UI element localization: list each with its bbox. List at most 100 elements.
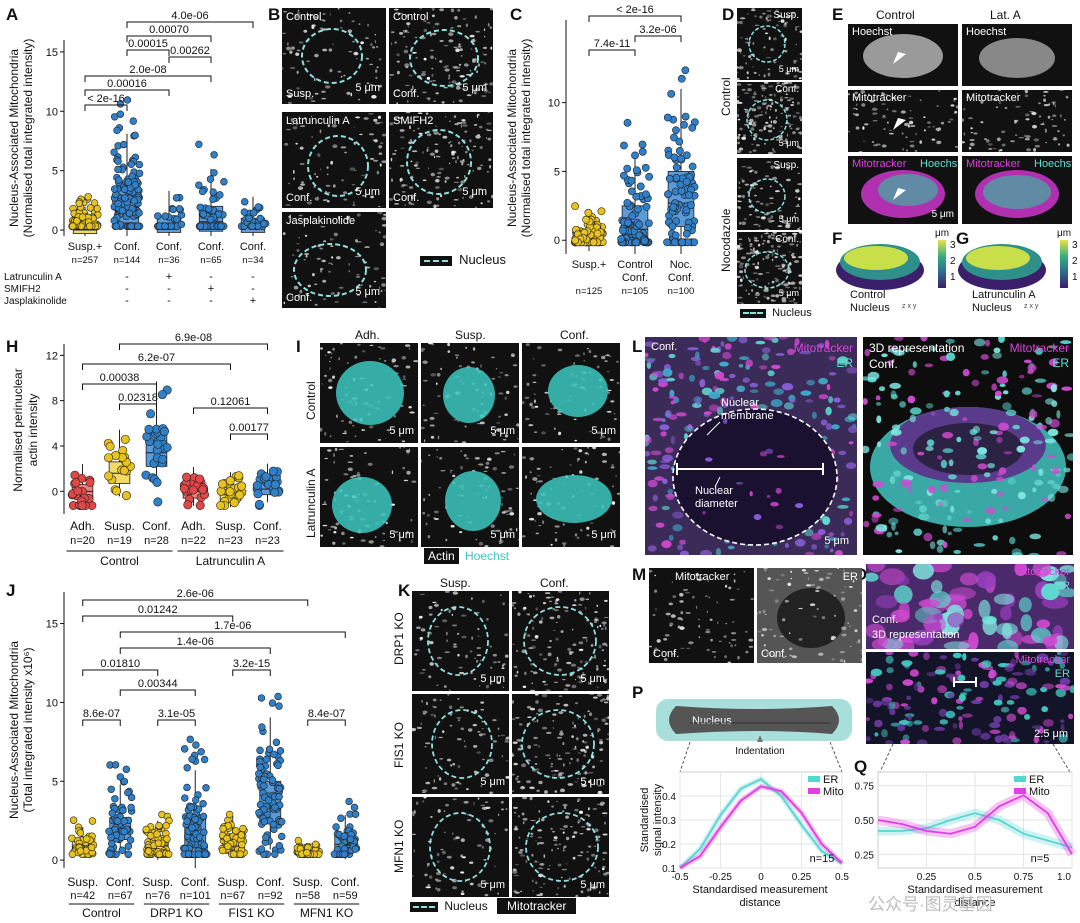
texture-speck <box>766 652 771 655</box>
texture-speck <box>1011 672 1024 676</box>
nucleus-outline <box>282 8 382 104</box>
texture-speck <box>424 746 427 748</box>
scale-bar-label: 5 μm <box>778 214 799 224</box>
texture-speck <box>796 228 801 230</box>
treatment-mark: - <box>251 271 255 283</box>
texture-speck <box>421 700 424 703</box>
texture-speck <box>332 144 338 148</box>
texture-speck <box>855 126 860 130</box>
p-value-label: 0.00262 <box>170 45 210 57</box>
texture-speck <box>512 754 514 757</box>
data-point <box>350 803 359 812</box>
texture-speck <box>355 58 358 60</box>
texture-speck <box>481 728 484 730</box>
texture-speck <box>783 402 794 410</box>
texture-speck <box>334 447 338 452</box>
texture-speck <box>343 473 349 476</box>
texture-speck <box>329 360 331 363</box>
texture-speck <box>890 393 898 400</box>
texture-speck <box>780 573 785 577</box>
texture-speck <box>1043 719 1054 727</box>
texture-speck <box>431 73 434 77</box>
texture-speck <box>480 804 486 806</box>
texture-speck <box>340 76 343 78</box>
texture-speck <box>564 609 569 613</box>
n-label: n=125 <box>576 286 603 297</box>
texture-speck <box>909 144 915 148</box>
treatment-label: SMIFH2 <box>4 284 41 295</box>
texture-speck <box>911 629 934 646</box>
texture-speck <box>603 872 608 876</box>
texture-speck <box>463 745 467 748</box>
texture-speck <box>773 61 777 64</box>
data-point <box>85 477 95 487</box>
data-point <box>256 763 264 771</box>
texture-speck <box>849 511 854 517</box>
texture-speck <box>439 60 443 63</box>
texture-speck <box>894 585 913 604</box>
texture-speck <box>469 69 472 72</box>
texture-speck <box>576 737 579 741</box>
texture-speck <box>472 58 478 61</box>
data-point <box>644 219 653 228</box>
texture-speck <box>426 21 431 24</box>
texture-speck <box>562 679 566 681</box>
significance-bracket <box>82 363 231 370</box>
texture-speck <box>991 383 998 391</box>
texture-speck <box>512 602 517 604</box>
n-label: n=65 <box>200 255 221 266</box>
texture-speck <box>344 151 348 154</box>
texture-speck <box>453 46 458 49</box>
texture-speck <box>763 82 769 84</box>
texture-speck <box>515 777 519 781</box>
texture-speck <box>300 183 305 186</box>
texture-speck <box>385 521 388 525</box>
p-value-label: 0.01242 <box>138 604 178 616</box>
texture-speck <box>654 589 658 593</box>
texture-speck <box>434 735 437 740</box>
texture-speck <box>461 145 463 148</box>
data-point <box>268 776 277 784</box>
texture-speck <box>958 720 963 730</box>
scale-bar-label: 5 μm <box>462 186 487 198</box>
texture-speck <box>512 700 515 704</box>
treatment-mark: + <box>250 295 256 307</box>
data-point <box>351 845 360 853</box>
texture-speck <box>583 754 587 757</box>
texture-speck <box>589 694 594 695</box>
texture-speck <box>737 296 743 299</box>
data-point <box>69 222 77 230</box>
texture-speck <box>783 163 786 166</box>
texture-speck <box>439 457 443 460</box>
texture-speck <box>1004 665 1014 672</box>
texture-speck <box>890 722 901 727</box>
texture-speck <box>549 639 552 643</box>
texture-speck <box>364 452 367 454</box>
texture-speck <box>1048 345 1058 349</box>
texture-speck <box>557 668 562 672</box>
texture-speck <box>1065 95 1069 99</box>
panel-i-tile-3: 5 μm <box>522 343 620 443</box>
texture-speck <box>410 518 413 522</box>
texture-speck <box>477 134 480 137</box>
data-point <box>632 166 641 175</box>
treatment-mark: - <box>251 283 255 295</box>
texture-speck <box>557 591 563 593</box>
texture-speck <box>552 608 556 610</box>
texture-speck <box>820 419 828 426</box>
data-point <box>262 755 271 764</box>
texture-speck <box>573 362 575 365</box>
texture-speck <box>319 129 322 134</box>
data-point <box>118 846 126 854</box>
texture-speck <box>293 177 295 181</box>
texture-speck <box>737 655 740 660</box>
texture-speck <box>749 243 753 246</box>
texture-speck <box>821 616 826 620</box>
texture-speck <box>1024 714 1031 720</box>
texture-speck <box>954 663 961 670</box>
texture-speck <box>562 803 568 807</box>
texture-speck <box>501 490 506 493</box>
data-point <box>183 764 191 772</box>
texture-speck <box>441 850 446 855</box>
